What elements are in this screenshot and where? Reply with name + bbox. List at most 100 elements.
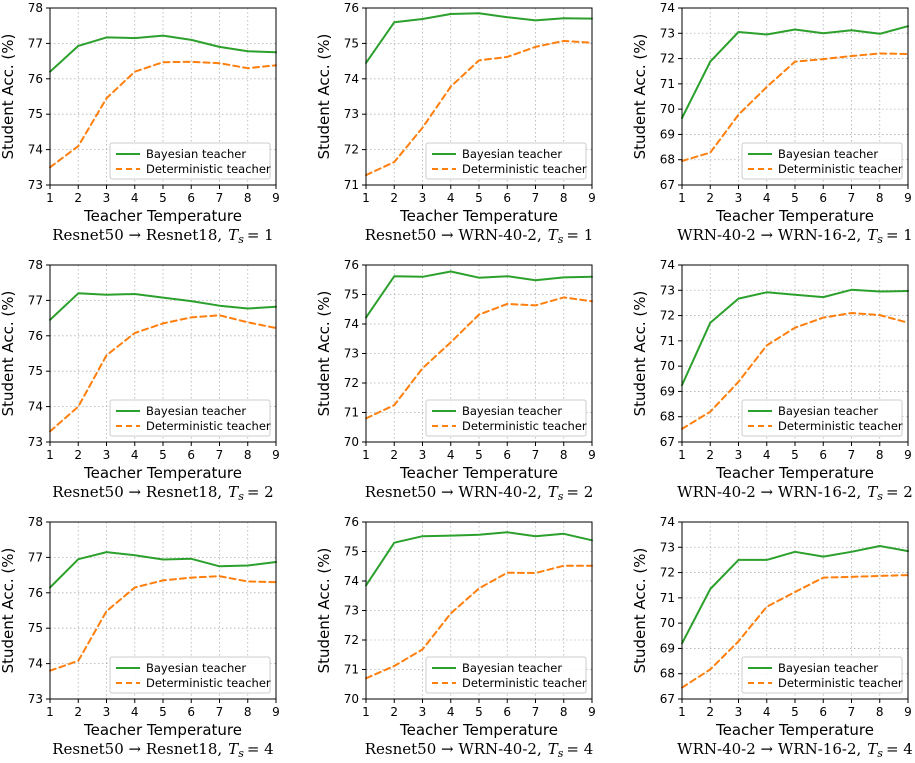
- x-tick-label: 3: [735, 448, 743, 462]
- y-tick-label: 74: [28, 143, 43, 157]
- y-tick-label: 75: [28, 107, 43, 121]
- subplot-8: 1 2 3 4 5 6 7 8 9 70 71 72 73 74 75 76 Teacher Temperatu…: [315, 515, 596, 760]
- x-tick-label: 6: [819, 705, 827, 719]
- y-tick-label: 73: [660, 540, 675, 554]
- x-tick-label: 1: [678, 448, 686, 462]
- x-tick-label: 8: [876, 705, 884, 719]
- x-tick-label: 8: [560, 448, 568, 462]
- x-axis-label: Teacher Temperature: [399, 464, 558, 482]
- x-tick-label: 5: [159, 191, 167, 205]
- series-line-deterministic: [365, 296, 593, 420]
- x-tick-label: 3: [735, 191, 743, 205]
- series-line-bayesian: [365, 12, 593, 64]
- y-tick-label: 78: [28, 258, 43, 272]
- caption-ts-subscript: s: [877, 747, 883, 760]
- x-tick-label: 2: [706, 448, 714, 462]
- x-tick-label: 3: [419, 448, 427, 462]
- x-tick-label: 9: [904, 191, 912, 205]
- y-tick-label: 68: [660, 410, 675, 424]
- y-tick-label: 76: [28, 72, 43, 86]
- x-tick-label: 7: [216, 191, 224, 205]
- y-tick-label: 73: [660, 283, 675, 297]
- y-tick-label: 73: [344, 107, 359, 121]
- y-tick-label: 70: [344, 435, 359, 449]
- x-tick-label: 4: [763, 191, 771, 205]
- caption-ts-value: = 2: [247, 483, 274, 501]
- y-tick-label: 70: [344, 692, 359, 706]
- x-tick-label: 5: [159, 705, 167, 719]
- x-tick-label: 1: [362, 191, 370, 205]
- y-tick-label: 75: [344, 545, 359, 559]
- y-tick-label: 77: [28, 293, 43, 307]
- caption-ts-subscript: s: [558, 490, 564, 503]
- series-line-deterministic: [365, 39, 593, 177]
- caption-pair: Resnet50 → WRN-40-2,: [365, 226, 542, 244]
- legend-entry: Bayesian teacher: [778, 661, 878, 675]
- x-tick-label: 1: [46, 705, 54, 719]
- caption-ts-symbol: T: [228, 740, 239, 758]
- x-tick-label: 4: [447, 448, 455, 462]
- y-tick-label: 71: [660, 591, 675, 605]
- x-tick-label: 5: [475, 448, 483, 462]
- caption-pair: WRN-40-2 → WRN-16-2,: [677, 226, 861, 244]
- x-tick-label: 7: [848, 448, 856, 462]
- x-tick-label: 1: [362, 448, 370, 462]
- x-tick-label: 3: [103, 705, 111, 719]
- y-tick-label: 70: [660, 359, 675, 373]
- legend-entry: Deterministic teacher: [778, 676, 903, 690]
- x-tick-label: 1: [362, 705, 370, 719]
- x-tick-label: 4: [447, 705, 455, 719]
- legend-box: [741, 399, 903, 437]
- x-tick-label: 6: [819, 448, 827, 462]
- x-tick-label: 8: [560, 705, 568, 719]
- legend-entry: Deterministic teacher: [778, 419, 903, 433]
- y-tick-label: 72: [660, 52, 675, 66]
- x-tick-label: 7: [848, 191, 856, 205]
- legend-entry: Bayesian teacher: [146, 404, 246, 418]
- caption-ts-symbol: T: [548, 483, 559, 501]
- x-tick-label: 6: [503, 705, 511, 719]
- caption-ts-value: = 4: [886, 740, 913, 758]
- y-tick-label: 73: [660, 26, 675, 40]
- x-axis-label: Teacher Temperature: [83, 464, 242, 482]
- x-tick-label: 7: [216, 705, 224, 719]
- series-line-bayesian: [49, 292, 277, 321]
- caption-pair: WRN-40-2 → WRN-16-2,: [677, 740, 861, 758]
- x-tick-label: 8: [244, 191, 252, 205]
- x-tick-label: 6: [819, 191, 827, 205]
- caption-ts-symbol: T: [867, 483, 878, 501]
- x-tick-label: 3: [419, 191, 427, 205]
- x-axis-label: Teacher Temperature: [83, 207, 242, 225]
- caption-pair: Resnet50 → WRN-40-2,: [365, 740, 542, 758]
- y-axis-label: Student Acc. (%): [631, 34, 649, 160]
- x-tick-label: 1: [46, 448, 54, 462]
- subplot-caption: Resnet50 → WRN-40-2, Ts = 2: [365, 483, 594, 503]
- x-tick-label: 2: [706, 191, 714, 205]
- y-tick-label: 77: [28, 550, 43, 564]
- y-axis-label: Student Acc. (%): [631, 291, 649, 417]
- y-tick-label: 73: [344, 604, 359, 618]
- y-tick-label: 74: [344, 72, 359, 86]
- y-tick-label: 78: [28, 515, 43, 529]
- y-tick-label: 76: [28, 586, 43, 600]
- x-tick-label: 8: [560, 191, 568, 205]
- x-tick-label: 4: [763, 448, 771, 462]
- x-tick-label: 2: [74, 448, 82, 462]
- y-tick-label: 71: [660, 77, 675, 91]
- x-tick-label: 6: [503, 448, 511, 462]
- x-tick-label: 4: [447, 191, 455, 205]
- y-tick-label: 78: [28, 1, 43, 15]
- x-tick-label: 6: [503, 191, 511, 205]
- y-tick-label: 69: [660, 127, 675, 141]
- y-axis-label: Student Acc. (%): [315, 291, 333, 417]
- y-axis-label: Student Acc. (%): [0, 291, 17, 417]
- y-tick-label: 73: [28, 435, 43, 449]
- y-axis-label: Student Acc. (%): [0, 34, 17, 160]
- series-line-deterministic: [365, 564, 593, 680]
- series-line-bayesian: [365, 270, 593, 319]
- x-tick-label: 8: [876, 191, 884, 205]
- legend-entry: Bayesian teacher: [462, 661, 562, 675]
- y-tick-label: 70: [660, 102, 675, 116]
